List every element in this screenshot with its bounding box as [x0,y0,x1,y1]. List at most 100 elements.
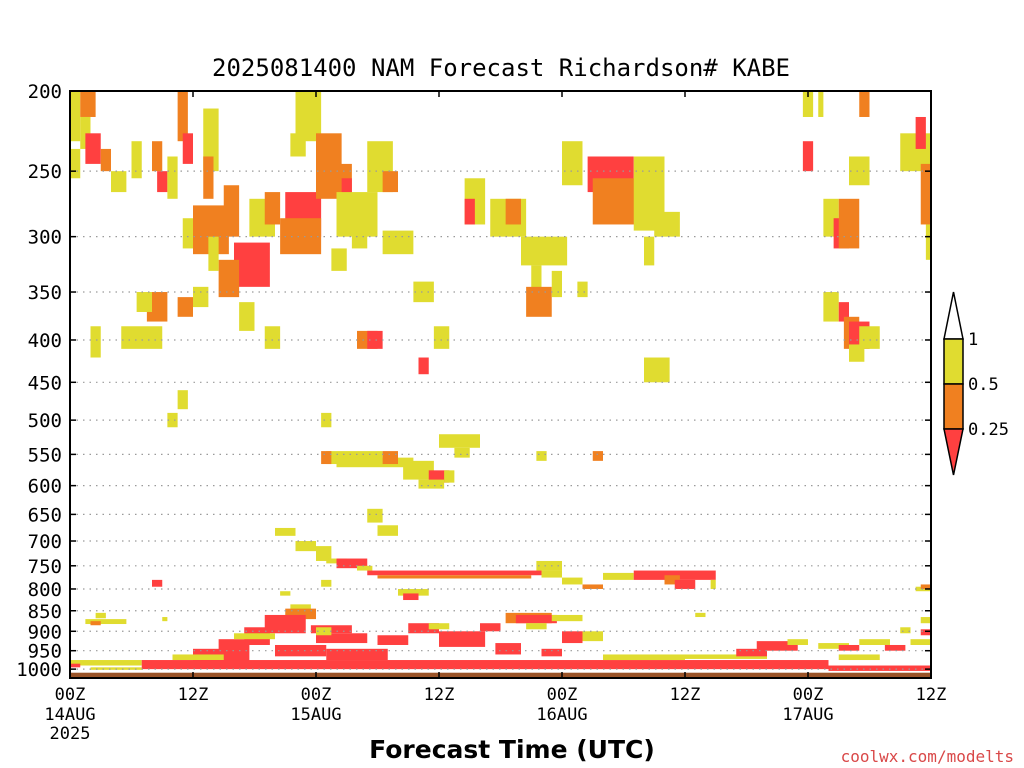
heatmap-cell [644,357,670,383]
heatmap-cell [859,326,880,349]
y-tick-label: 300 [28,227,62,249]
heatmap-cell [802,91,814,117]
heatmap-cell [321,579,332,587]
heatmap-cell [582,584,603,589]
heatmap-cell [367,570,542,576]
heatmap-cell [275,644,327,657]
heatmap-cell [331,248,347,271]
y-tick-label: 600 [28,476,62,498]
heatmap-cell [367,330,383,349]
y-tick-label: 900 [28,621,62,643]
colorbar-label: 1 [968,330,978,350]
heatmap-cell [920,617,931,624]
heatmap-cell [121,326,163,349]
colorbar-bottom-triangle [943,428,964,476]
heatmap-cell [664,575,680,585]
y-tick-label: 950 [28,641,62,663]
y-tick-label: 800 [28,579,62,601]
x-tick-date: 14AUG [44,705,95,725]
y-tick-label: 400 [28,330,62,352]
colorbar-legend: 1 0.5 0.25 [943,291,1009,476]
gridlines [70,170,931,670]
heatmap-cell [167,156,178,199]
x-tick-label: 00Z [793,685,824,705]
x-tick-year: 2025 [50,724,91,744]
heatmap-cell [290,133,306,157]
colorbar-label: 0.5 [968,375,999,395]
heatmap-cell [85,133,101,164]
heatmap-cell [536,560,562,571]
heatmap-cell [218,259,240,298]
ground-layer [70,672,931,678]
x-tick-label: 12Z [670,685,701,705]
heatmap-cell [295,91,322,142]
heatmap-cell [736,648,767,657]
credit-text: coolwx.com/modelts [841,747,1014,766]
plot-frame [69,90,932,679]
heatmap-cell [341,178,352,199]
heatmap-cell [193,286,209,308]
heatmap-cell [336,558,368,569]
heatmap-cell [357,565,373,571]
heatmap-cell [413,281,434,303]
colorbar-band [943,383,964,430]
heatmap-cell [85,619,127,625]
heatmap-cell [915,116,926,149]
heatmap-cell [674,579,696,589]
heatmap-cell [787,639,808,645]
heatmap-cell [152,141,163,172]
heatmap-cell [418,357,429,375]
heatmap-cell [541,570,562,578]
heatmap-cell [382,171,398,193]
heatmap-cell [562,577,583,585]
heatmap-cell [203,108,219,172]
y-tick-label: 850 [28,601,62,623]
heatmap-cell [526,286,552,317]
heatmap-cell [264,614,306,634]
heatmap-cell [141,660,829,670]
colorbar-band [943,338,964,385]
heatmap-cell [495,643,521,655]
heatmap-cell [90,621,101,626]
y-tick-label: 250 [28,161,62,183]
heatmap-cell [162,617,168,622]
heatmap-cell [515,614,557,624]
heatmap-cell [316,546,332,561]
heatmap-cell [849,156,870,186]
heatmap-cell [920,584,931,589]
colorbar-top-triangle [943,291,964,340]
x-tick-label: 00Z [547,685,578,705]
heatmap-cell [80,91,96,117]
y-tick-label: 500 [28,410,62,432]
heatmap-cell [884,644,906,651]
heatmap-cell [582,631,603,642]
heatmap-cell [90,326,101,358]
heatmap-cell [264,326,281,349]
heatmap-cell [551,270,562,298]
y-tick-label: 200 [28,81,62,103]
heatmap-cell [326,648,388,661]
heatmap-cell [111,171,127,193]
heatmap-cell [464,198,475,225]
heatmap-cell [321,451,332,465]
heatmap-cell [710,579,716,589]
heatmap-cell [439,631,486,647]
heatmap-cell [223,185,240,237]
heatmap-cell [818,91,824,117]
heatmap-cell [859,91,870,117]
heatmap-cell [336,457,414,468]
y-tick-label: 1000 [16,659,62,681]
heatmap-cells [70,91,931,678]
y-tick-label: 550 [28,444,62,466]
heatmap-cell [377,575,532,579]
heatmap-cell [838,198,860,249]
heatmap-cell [603,572,634,580]
heatmap-cell [536,451,547,461]
heatmap-cell [603,654,685,661]
heatmap-cell [408,623,439,634]
heatmap-cell [295,541,316,552]
x-tick-date: 16AUG [536,705,587,725]
x-tick-label: 00Z [301,685,332,705]
heatmap-cell [264,192,281,225]
heatmap-cell [136,292,152,312]
